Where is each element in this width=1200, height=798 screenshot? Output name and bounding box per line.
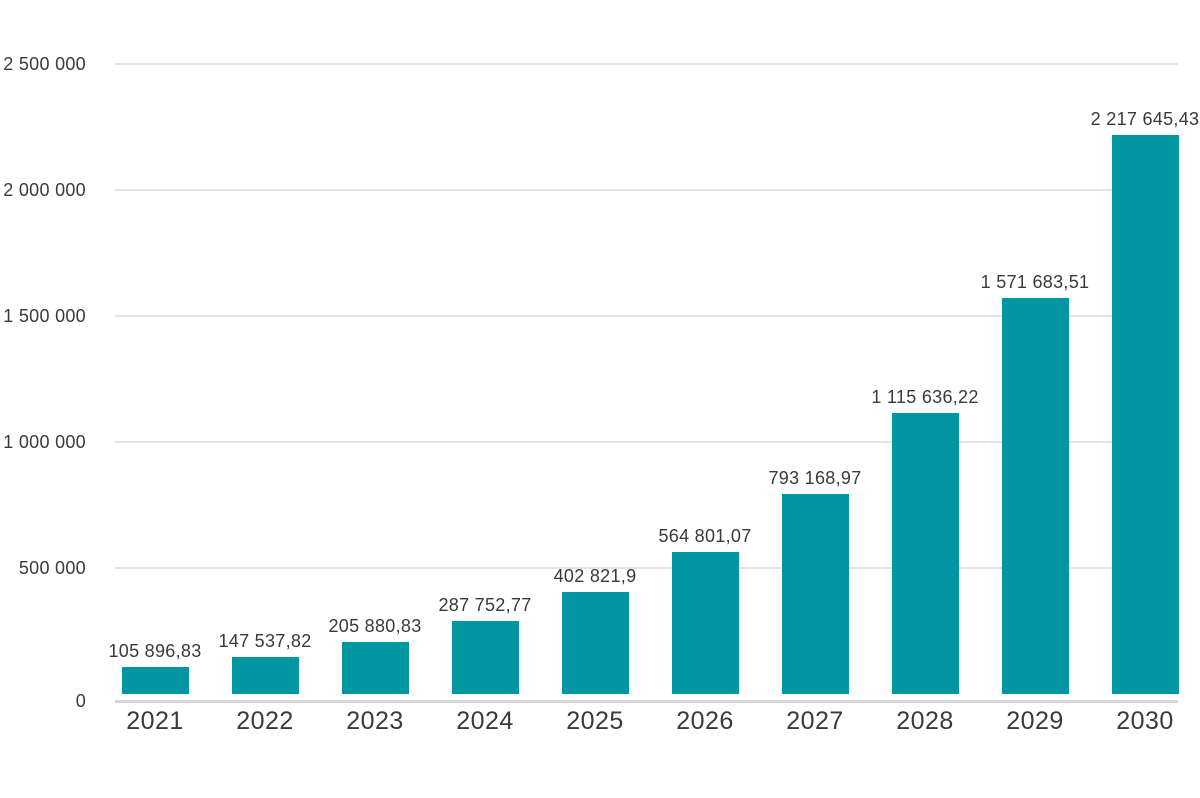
bar-2026 (671, 551, 739, 694)
gridline-1500000 (115, 315, 1178, 317)
x-axis-line (115, 700, 1178, 703)
gridline-500000 (115, 567, 1178, 569)
x-tick-label-2030: 2030 (1116, 707, 1174, 735)
bar-2021 (121, 667, 189, 694)
y-tick-label: 500 000 (18, 558, 86, 578)
bar-2028 (891, 412, 959, 694)
y-tick-label: 2 500 000 (3, 54, 86, 74)
value-label-2028: 1 115 636,22 (871, 386, 979, 407)
gridline-2500000 (115, 63, 1178, 65)
x-tick-label-2028: 2028 (896, 707, 954, 735)
gridline-1000000 (115, 441, 1178, 443)
bar-2022 (231, 656, 299, 694)
x-tick-label-2021: 2021 (126, 707, 184, 735)
y-tick-label: 2 000 000 (3, 180, 86, 200)
x-tick-label-2027: 2027 (786, 707, 844, 735)
y-tick-label: 1 000 000 (3, 432, 86, 452)
bar-2023 (341, 642, 409, 694)
value-label-2030: 2 217 645,43 (1090, 109, 1200, 130)
x-tick-label-2022: 2022 (236, 707, 294, 735)
bar-2024 (451, 621, 519, 694)
y-tick-label: 0 (75, 691, 86, 711)
x-tick-label-2024: 2024 (456, 707, 514, 735)
x-tick-label-2029: 2029 (1006, 707, 1064, 735)
x-tick-label-2023: 2023 (346, 707, 404, 735)
value-label-2021: 105 896,83 (108, 641, 202, 662)
gridline-2000000 (115, 189, 1178, 191)
bar-2025 (561, 592, 629, 694)
value-label-2022: 147 537,82 (218, 630, 312, 651)
bar-2029 (1001, 297, 1069, 694)
value-label-2027: 793 168,97 (768, 468, 862, 489)
bar-2030 (1111, 135, 1179, 694)
y-tick-label: 1 500 000 (3, 306, 86, 326)
value-label-2029: 1 571 683,51 (980, 271, 1090, 292)
x-tick-label-2026: 2026 (676, 707, 734, 735)
x-tick-label-2025: 2025 (566, 707, 624, 735)
value-label-2023: 205 880,83 (328, 616, 422, 637)
value-label-2024: 287 752,77 (438, 595, 532, 616)
value-label-2026: 564 801,07 (658, 525, 752, 546)
value-label-2025: 402 821,9 (553, 566, 637, 587)
bar-2027 (781, 494, 849, 694)
